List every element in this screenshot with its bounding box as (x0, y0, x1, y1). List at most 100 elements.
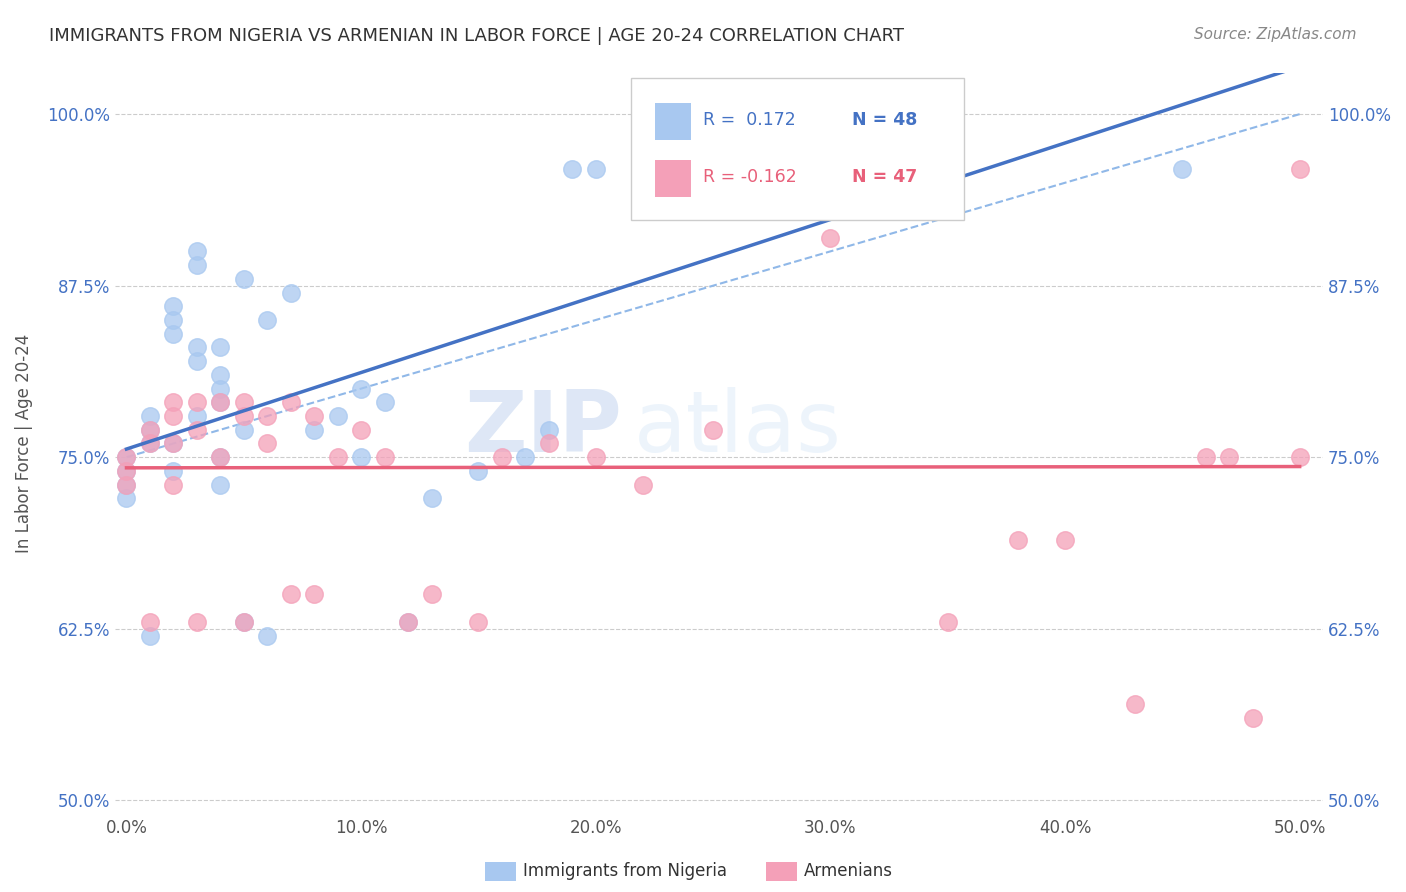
Point (302, 587, 325, 601)
Point (115, 450, 138, 465)
Point (725, 162, 748, 177)
Point (186, 423, 208, 437)
Point (139, 615, 162, 629)
Point (302, 423, 325, 437)
Bar (655, 160, 692, 197)
Point (1288, 450, 1310, 465)
Point (396, 615, 419, 629)
Point (139, 436, 162, 450)
Point (1195, 450, 1218, 465)
Point (350, 382, 373, 396)
Y-axis label: In Labor Force | Age 20-24: In Labor Force | Age 20-24 (15, 334, 32, 553)
Point (162, 313, 184, 327)
Point (866, 162, 889, 177)
Point (631, 162, 654, 177)
Point (209, 450, 232, 465)
Point (350, 450, 373, 465)
Point (256, 313, 278, 327)
Point (186, 615, 208, 629)
Point (139, 629, 162, 643)
Point (467, 615, 489, 629)
Point (1171, 162, 1194, 177)
Point (1288, 162, 1310, 177)
Point (162, 436, 184, 450)
Point (515, 450, 537, 465)
Point (162, 326, 184, 341)
Point (655, 162, 678, 177)
Point (350, 423, 373, 437)
Point (702, 423, 724, 437)
Point (232, 395, 254, 409)
Point (491, 450, 513, 465)
Text: R =  0.172: R = 0.172 (703, 111, 796, 128)
Point (256, 629, 278, 643)
Point (186, 354, 208, 368)
Point (420, 491, 443, 506)
Text: atlas: atlas (634, 387, 842, 470)
Point (561, 162, 583, 177)
Point (139, 423, 162, 437)
Text: Source: ZipAtlas.com: Source: ZipAtlas.com (1194, 27, 1357, 42)
Point (280, 285, 302, 300)
Point (467, 464, 489, 478)
Point (655, 162, 678, 177)
Point (232, 409, 254, 423)
Point (537, 423, 560, 437)
Point (115, 450, 138, 465)
Point (186, 409, 208, 423)
Point (280, 587, 302, 601)
Point (186, 340, 208, 354)
Point (115, 464, 138, 478)
Bar (655, 103, 692, 140)
Point (1218, 450, 1240, 465)
Text: N = 47: N = 47 (852, 168, 917, 186)
Point (1241, 711, 1264, 725)
Point (1125, 697, 1147, 711)
Point (162, 395, 184, 409)
Point (1053, 533, 1076, 547)
Point (585, 450, 607, 465)
Point (115, 464, 138, 478)
Point (749, 162, 772, 177)
Point (374, 395, 396, 409)
Point (186, 258, 208, 272)
Point (139, 436, 162, 450)
Point (209, 395, 232, 409)
Point (326, 450, 349, 465)
Point (162, 464, 184, 478)
Point (186, 395, 208, 409)
Point (139, 409, 162, 423)
Point (209, 340, 232, 354)
Point (162, 477, 184, 491)
Point (162, 436, 184, 450)
Point (162, 299, 184, 313)
Point (374, 450, 396, 465)
Point (537, 436, 560, 450)
Text: N = 48: N = 48 (852, 111, 917, 128)
Point (209, 382, 232, 396)
Point (1007, 533, 1029, 547)
Point (396, 615, 419, 629)
FancyBboxPatch shape (631, 78, 965, 219)
Text: ZIP: ZIP (464, 387, 623, 470)
Point (256, 436, 278, 450)
Point (115, 477, 138, 491)
Point (725, 162, 748, 177)
Point (115, 477, 138, 491)
Point (115, 491, 138, 506)
Point (209, 395, 232, 409)
Point (232, 615, 254, 629)
Point (585, 162, 607, 177)
Text: IMMIGRANTS FROM NIGERIA VS ARMENIAN IN LABOR FORCE | AGE 20-24 CORRELATION CHART: IMMIGRANTS FROM NIGERIA VS ARMENIAN IN L… (49, 27, 904, 45)
Point (209, 477, 232, 491)
Text: Immigrants from Nigeria: Immigrants from Nigeria (523, 863, 727, 880)
Point (209, 450, 232, 465)
Text: R = -0.162: R = -0.162 (703, 168, 797, 186)
Point (326, 409, 349, 423)
Point (256, 409, 278, 423)
Point (631, 477, 654, 491)
Point (232, 423, 254, 437)
Point (936, 615, 959, 629)
Text: Armenians: Armenians (804, 863, 893, 880)
Point (302, 409, 325, 423)
